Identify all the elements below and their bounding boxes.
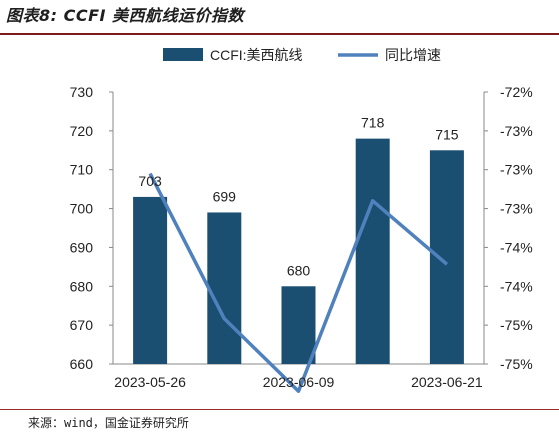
bar-2023-06-02 bbox=[207, 212, 242, 364]
right-tick-label: -75% bbox=[500, 356, 533, 372]
x-tick-label: 2023-06-21 bbox=[411, 374, 483, 390]
bar-data-label: 699 bbox=[213, 188, 237, 204]
left-tick-label: 660 bbox=[70, 356, 94, 372]
x-tick-label: 2023-05-26 bbox=[114, 374, 186, 390]
left-tick-label: 710 bbox=[70, 162, 94, 178]
right-tick-label: -74% bbox=[500, 239, 533, 255]
right-tick-label: -73% bbox=[500, 123, 533, 139]
chart: CCFI:美西航线 同比增速 660 670 680 690 700 710 720 730 -7… bbox=[70, 47, 533, 393]
legend: CCFI:美西航线 同比增速 bbox=[163, 47, 441, 63]
bar-2023-06-16 bbox=[355, 138, 390, 364]
left-tick-label: 670 bbox=[70, 317, 94, 333]
x-tick-label: 2023-06-09 bbox=[263, 374, 335, 390]
left-tick-label: 680 bbox=[70, 278, 94, 294]
legend-bar-label: CCFI:美西航线 bbox=[210, 47, 303, 63]
bar-2023-05-26 bbox=[133, 196, 168, 364]
right-tick-label: -72% bbox=[500, 84, 533, 100]
left-tick-label: 730 bbox=[70, 84, 94, 100]
bar-data-label: 715 bbox=[435, 126, 459, 142]
left-tick-label: 690 bbox=[70, 239, 94, 255]
bar-data-label: 703 bbox=[138, 173, 162, 189]
bar-2023-06-09 bbox=[281, 286, 316, 364]
right-tick-label: -73% bbox=[500, 162, 533, 178]
left-tick-label: 700 bbox=[70, 201, 94, 217]
right-tick-label: -75% bbox=[500, 317, 533, 333]
source-note: 来源：wind，国金证券研究所 bbox=[28, 416, 189, 430]
plot-area: 660 670 680 690 700 710 720 730 -72% -73% -73% -73%… bbox=[70, 84, 533, 393]
legend-bar-swatch bbox=[163, 48, 203, 61]
left-tick-label: 720 bbox=[70, 123, 94, 139]
bar-2023-06-21 bbox=[429, 150, 464, 364]
right-tick-label: -73% bbox=[500, 201, 533, 217]
chart-title: 图表8: CCFI 美西航线运价指数 bbox=[6, 6, 245, 25]
legend-line-label: 同比增速 bbox=[385, 47, 441, 63]
right-tick-label: -74% bbox=[500, 278, 533, 294]
bar-data-label: 718 bbox=[361, 115, 385, 131]
title-divider bbox=[0, 33, 559, 35]
footer-divider bbox=[0, 409, 559, 410]
bar-data-label: 680 bbox=[287, 262, 311, 278]
